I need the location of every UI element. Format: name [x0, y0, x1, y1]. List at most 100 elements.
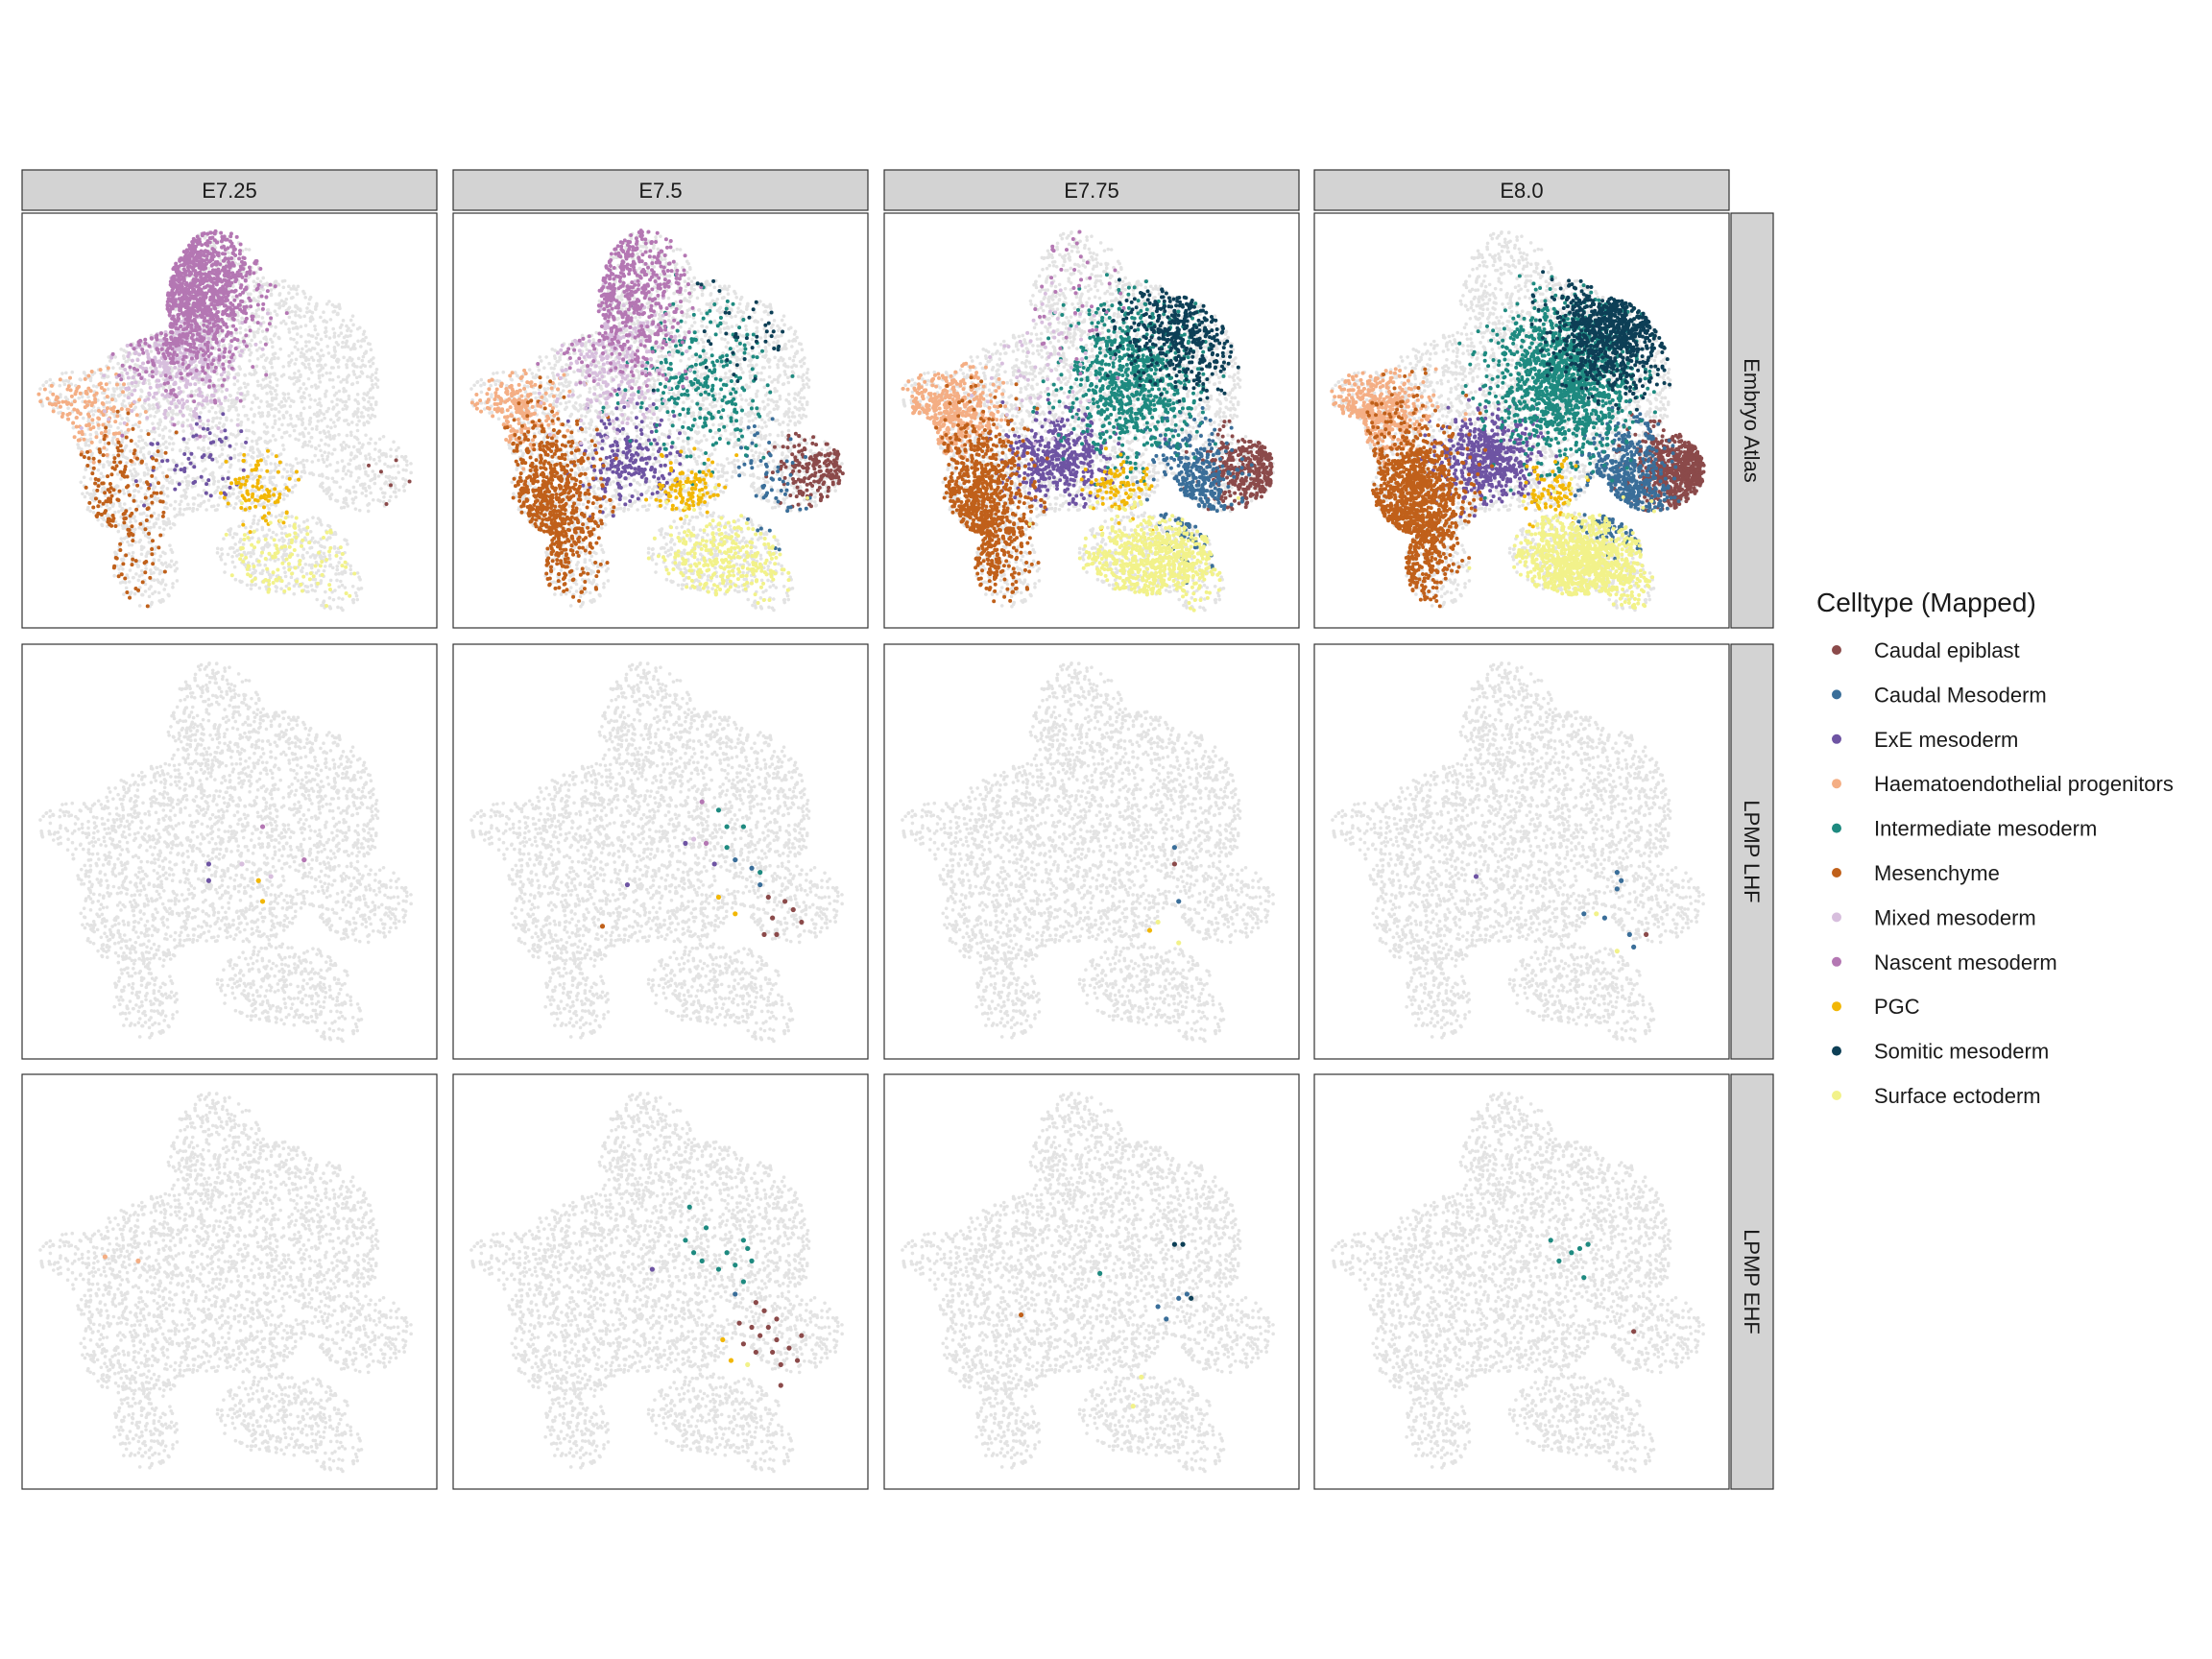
background-point [228, 394, 232, 397]
background-point [256, 379, 260, 383]
background-point [294, 314, 298, 318]
background-point [294, 479, 298, 483]
background-point [234, 578, 238, 582]
background-point [214, 491, 218, 494]
background-point [244, 526, 248, 530]
background-point [383, 482, 387, 486]
background-point [332, 480, 336, 484]
background-point [256, 454, 260, 458]
background-point [270, 288, 274, 292]
background-point [191, 418, 195, 421]
background-point [91, 421, 95, 425]
background-point [127, 382, 131, 386]
background-point [159, 582, 163, 586]
background-point [259, 469, 263, 472]
background-point [134, 519, 138, 523]
background-point [360, 411, 364, 415]
background-point [245, 437, 249, 441]
background-point [70, 371, 74, 374]
background-point [289, 337, 293, 341]
background-point [216, 547, 220, 551]
background-point [188, 507, 192, 511]
background-point [207, 498, 211, 502]
background-point [137, 490, 141, 493]
background-point [146, 466, 150, 469]
cell-point [56, 396, 60, 399]
background-point [129, 469, 132, 473]
background-point [320, 349, 324, 352]
background-point [82, 417, 85, 421]
background-point [124, 581, 128, 585]
background-point [346, 328, 349, 332]
background-point [281, 392, 285, 396]
background-point [321, 373, 325, 377]
facet-strip-row: LPMP EHF [1731, 1074, 1773, 1489]
cell-point [104, 430, 108, 434]
background-point [233, 532, 237, 536]
background-point [314, 307, 318, 311]
background-point [281, 444, 285, 447]
background-point [319, 555, 323, 559]
background-point [216, 503, 220, 507]
background-point [282, 566, 286, 570]
background-point [342, 378, 346, 382]
background-point [252, 430, 255, 434]
background-point [273, 356, 276, 360]
background-point [321, 454, 325, 458]
background-point [191, 485, 195, 489]
background-point [276, 384, 279, 388]
background-point [137, 440, 141, 444]
background-point [296, 292, 300, 296]
background-point [331, 310, 335, 314]
background-point [122, 399, 126, 403]
cell-point [53, 402, 57, 406]
background-point [361, 338, 365, 342]
background-point [269, 373, 273, 376]
background-point [214, 508, 218, 512]
background-point [269, 462, 273, 466]
background-point [277, 539, 281, 542]
background-point [283, 570, 287, 574]
background-point [337, 561, 341, 565]
background-point [86, 506, 90, 510]
background-point [142, 545, 146, 549]
background-point [107, 387, 110, 391]
background-point [265, 400, 269, 404]
background-point [382, 435, 386, 439]
background-point [136, 504, 140, 508]
background-point [341, 407, 345, 411]
cell-point [92, 461, 96, 465]
background-point [304, 366, 308, 370]
background-point [292, 471, 296, 475]
facet-row-label: LPMP LHF [1740, 800, 1764, 902]
background-point [158, 555, 162, 559]
background-point [127, 419, 131, 422]
background-point [165, 506, 169, 510]
background-point [349, 567, 352, 571]
background-point [108, 359, 112, 363]
background-point [320, 604, 324, 608]
background-point [137, 380, 141, 384]
background-point [221, 407, 225, 411]
background-point [324, 443, 327, 446]
cell-point [228, 456, 232, 460]
cell-point [90, 418, 94, 421]
background-point [231, 546, 235, 550]
background-point [164, 583, 168, 587]
background-point [153, 438, 156, 442]
background-point [324, 590, 327, 594]
background-point [332, 405, 336, 409]
background-point [369, 437, 373, 441]
background-point [174, 500, 178, 504]
background-point [265, 356, 269, 360]
background-point [342, 441, 346, 445]
background-point [368, 397, 372, 400]
background-point [134, 442, 138, 445]
background-point [263, 564, 267, 567]
background-point [60, 372, 64, 375]
background-point [186, 503, 190, 507]
cell-point [178, 482, 181, 486]
background-point [264, 376, 268, 380]
background-point [345, 325, 349, 328]
background-point [117, 510, 121, 514]
